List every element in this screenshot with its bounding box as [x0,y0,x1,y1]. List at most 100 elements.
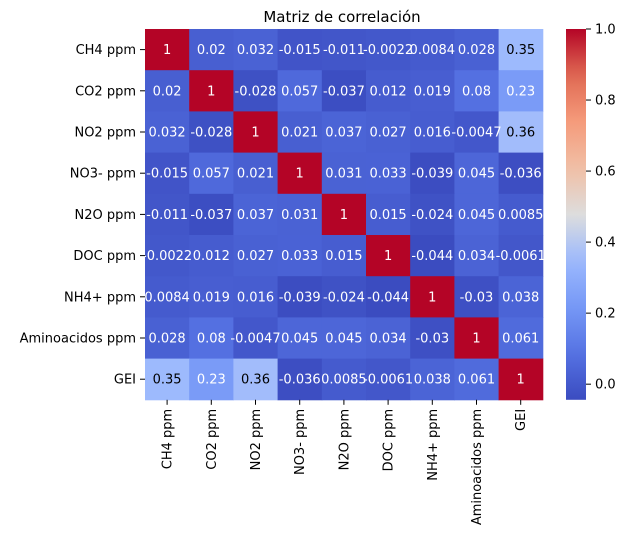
heatmap-cell [410,235,455,277]
heatmap-cell [145,276,190,318]
cell-annotation: -0.037 [190,208,232,223]
cell-annotation: -0.044 [367,290,409,305]
heatmap-cell [233,152,279,195]
heatmap-cell [498,193,544,236]
cell-annotation: 0.061 [502,332,539,347]
cell-annotation: -0.015 [146,167,188,182]
cell-annotation: 1 [384,249,392,264]
cell-annotation: -0.0061 [363,373,413,388]
cell-annotation: 0.034 [458,249,495,264]
cell-annotation: -0.036 [500,167,542,182]
heatmap-cells [145,29,544,401]
heatmap-cell [454,235,500,277]
row-label: CH4 ppm [76,43,136,58]
cell-annotation: -0.015 [279,43,321,58]
cell-annotation: -0.0061 [496,249,546,264]
cell-annotation: 0.057 [193,167,230,182]
cell-annotation: 0.045 [325,332,362,347]
heatmap-cell [233,276,279,318]
heatmap-cell [233,358,279,401]
cell-annotation: 0.08 [462,84,491,99]
heatmap-cell [498,152,544,195]
cell-annotation: 0.016 [414,126,451,141]
cell-annotation: 0.061 [458,373,495,388]
heatmap-cell [277,152,323,195]
cell-annotation: -0.011 [146,208,188,223]
cell-annotation: 0.038 [414,373,451,388]
cell-annotation: 0.032 [237,43,274,58]
cell-annotation: 0.0084 [410,43,456,58]
cell-annotation: 1 [340,208,348,223]
heatmap-cell [321,276,367,318]
heatmap-cell [410,152,455,195]
heatmap-cell [321,70,367,112]
cell-annotation: 0.0084 [144,290,190,305]
row-label: DOC ppm [73,249,136,264]
cell-annotation: -0.011 [323,43,365,58]
heatmap-cell [233,317,279,360]
heatmap-cell [454,29,500,71]
cell-annotation: 0.028 [148,332,185,347]
cell-annotation: 0.0085 [321,373,367,388]
colorbar-tick-label: 0.0 [595,378,616,393]
row-label: CO2 ppm [75,84,136,99]
colorbar: 0.0 0.2 0.4 0.6 0.8 1.0 [566,23,616,400]
cell-annotation: 0.033 [281,249,318,264]
heatmap-cell [277,70,323,112]
heatmap-cell [321,152,367,195]
cell-annotation: 1 [251,126,259,141]
heatmap-cell [145,235,190,277]
heatmap-cell [410,358,455,401]
cell-annotation: 0.36 [506,126,535,141]
row-label: N2O ppm [74,208,136,223]
cell-annotation: 0.02 [153,84,182,99]
heatmap-cell [454,317,500,360]
cell-annotation: -0.028 [190,126,232,141]
cell-annotation: 0.027 [369,126,406,141]
colorbar-tick-label: 0.2 [595,307,616,322]
cell-annotation: 0.031 [325,167,362,182]
cell-annotation: 0.034 [369,332,406,347]
heatmap-cell [277,193,323,236]
heatmap-cell [277,29,323,71]
row-label: NH4+ ppm [64,290,136,305]
cell-annotation: 0.045 [458,208,495,223]
heatmap-cell [498,276,544,318]
column-label: NO3- ppm [293,409,308,475]
heatmap-cell [277,111,323,154]
heatmap-cell [189,358,234,401]
cell-annotation: 0.012 [193,249,230,264]
heatmap-cell [366,317,411,360]
heatmap-cell [454,358,500,401]
cell-annotation: 0.016 [237,290,274,305]
cell-annotation: 0.037 [237,208,274,223]
cell-annotation: -0.024 [323,290,365,305]
heatmap-cell [321,317,367,360]
column-label: GEI [514,409,529,431]
heatmap-cell [366,70,411,112]
heatmap-cell [321,235,367,277]
cell-annotation: 0.012 [369,84,406,99]
cell-annotation: 1 [296,167,304,182]
cell-annotation: 1 [163,43,171,58]
column-label: NO2 ppm [249,409,264,471]
cell-annotation: -0.0022 [363,43,413,58]
heatmap-cell [233,235,279,277]
cell-annotation: 0.015 [325,249,362,264]
heatmap-cell [454,276,500,318]
cell-annotation: 0.019 [414,84,451,99]
cell-annotation: 0.033 [369,167,406,182]
heatmap-cell [145,70,190,112]
row-label: NO2 ppm [74,126,136,141]
column-label: Aminoacidos ppm [470,409,485,525]
heatmap-cell [189,193,234,236]
colorbar-tick-label: 0.8 [595,94,616,109]
heatmap-cell [189,111,234,154]
cell-annotation: -0.039 [411,167,453,182]
heatmap-cell [366,276,411,318]
heatmap-cell [145,29,190,71]
heatmap-cell [189,152,234,195]
cell-annotation: -0.03 [415,332,449,347]
chart-title: Matriz de correlación [263,8,420,26]
